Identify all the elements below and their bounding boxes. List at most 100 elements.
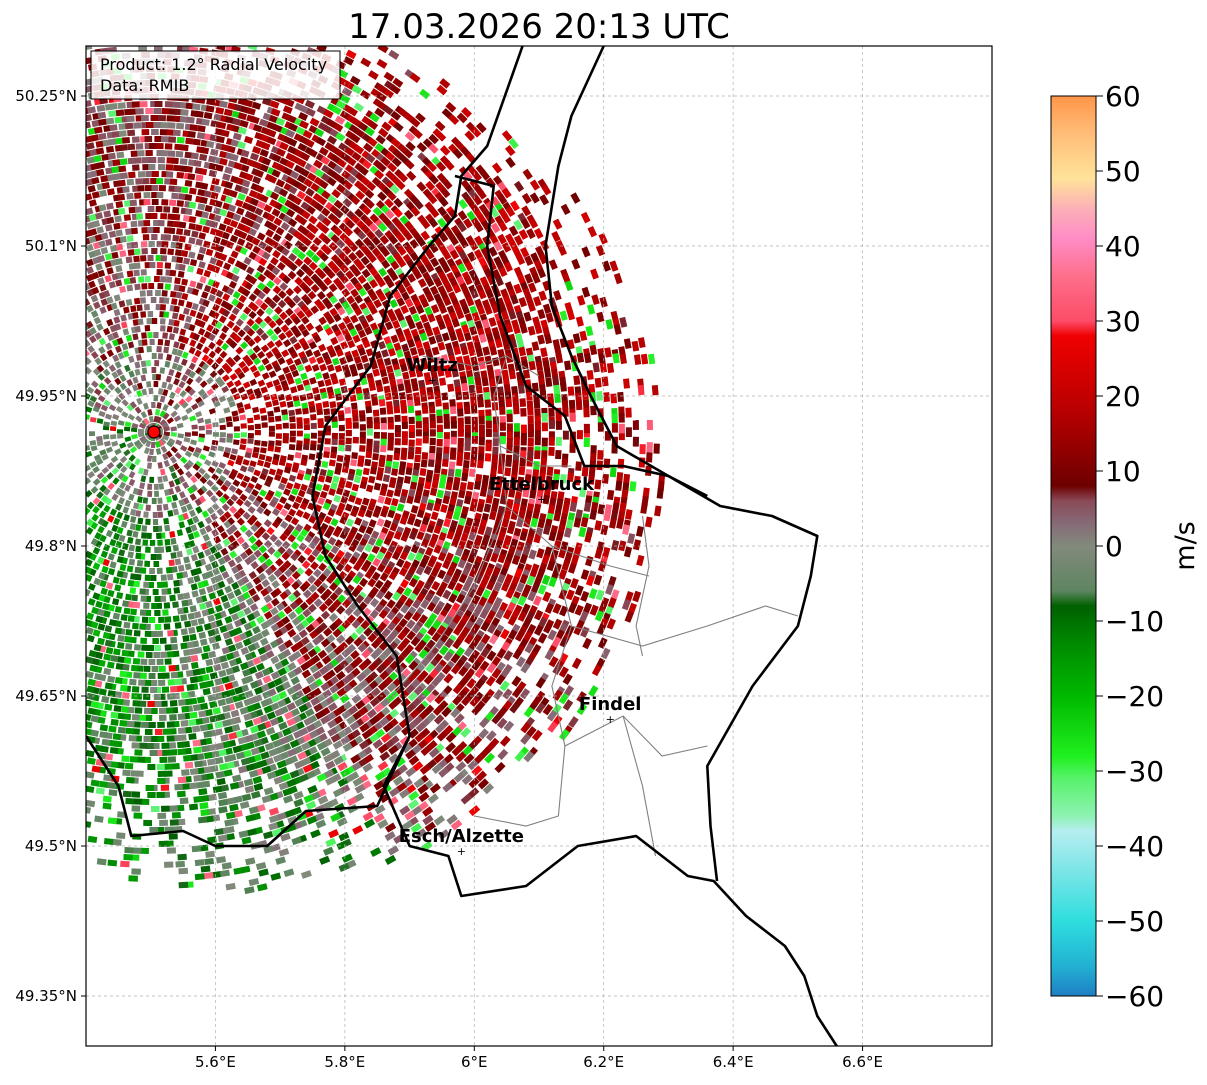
velocity-bin xyxy=(160,136,169,143)
velocity-bin xyxy=(86,215,91,224)
velocity-bin xyxy=(158,483,165,490)
velocity-bin xyxy=(135,545,142,553)
velocity-bin xyxy=(445,481,453,491)
velocity-bin xyxy=(188,187,197,195)
velocity-bin xyxy=(164,283,171,290)
velocity-bin xyxy=(137,318,144,326)
velocity-bin xyxy=(121,649,129,657)
velocity-bin xyxy=(119,235,127,243)
velocity-bin xyxy=(103,440,111,447)
velocity-bin xyxy=(302,608,312,618)
velocity-bin xyxy=(386,610,396,621)
velocity-bin xyxy=(107,188,115,196)
velocity-bin xyxy=(212,707,221,715)
velocity-bin xyxy=(397,284,407,295)
velocity-bin xyxy=(108,138,117,146)
velocity-bin xyxy=(133,255,140,263)
velocity-bin xyxy=(436,415,443,424)
velocity-bin xyxy=(263,594,273,604)
velocity-bin xyxy=(313,598,323,608)
velocity-bin xyxy=(87,400,95,408)
velocity-bin xyxy=(248,293,257,302)
velocity-bin xyxy=(282,214,292,224)
velocity-bin xyxy=(109,434,117,440)
velocity-bin xyxy=(135,415,143,423)
velocity-bin xyxy=(286,401,294,408)
velocity-bin xyxy=(164,178,172,185)
velocity-bin xyxy=(127,341,135,349)
velocity-bin xyxy=(287,611,298,621)
velocity-bin xyxy=(116,271,124,280)
velocity-bin xyxy=(373,445,380,453)
velocity-bin xyxy=(292,294,302,304)
velocity-bin xyxy=(119,158,128,166)
velocity-bin xyxy=(354,517,363,526)
velocity-bin xyxy=(270,240,279,249)
velocity-bin xyxy=(150,177,158,185)
velocity-bin xyxy=(485,420,492,429)
velocity-bin xyxy=(429,421,436,429)
velocity-bin xyxy=(216,367,225,376)
velocity-bin xyxy=(348,242,359,252)
velocity-bin xyxy=(339,264,350,274)
velocity-bin xyxy=(122,699,130,706)
velocity-bin xyxy=(159,410,166,418)
velocity-bin xyxy=(315,324,324,333)
velocity-bin xyxy=(135,552,142,560)
velocity-bin xyxy=(384,321,394,331)
velocity-bin xyxy=(235,346,244,355)
velocity-bin xyxy=(194,559,202,568)
velocity-bin xyxy=(192,463,201,471)
velocity-bin xyxy=(180,691,189,699)
velocity-bin xyxy=(184,620,192,628)
velocity-bin xyxy=(188,362,196,371)
velocity-bin xyxy=(145,546,151,553)
velocity-bin xyxy=(449,399,456,408)
velocity-bin xyxy=(133,122,142,129)
velocity-bin xyxy=(273,326,282,335)
velocity-bin xyxy=(353,355,362,365)
velocity-bin xyxy=(218,475,227,483)
velocity-bin xyxy=(316,553,325,563)
velocity-bin xyxy=(226,320,235,329)
velocity-bin xyxy=(437,341,446,351)
velocity-bin xyxy=(231,266,241,275)
velocity-bin xyxy=(186,459,194,468)
velocity-bin xyxy=(318,179,329,190)
velocity-bin xyxy=(154,408,161,416)
velocity-bin xyxy=(124,460,133,468)
velocity-bin xyxy=(226,421,233,428)
velocity-bin xyxy=(345,219,356,229)
velocity-bin xyxy=(391,391,399,400)
velocity-bin xyxy=(273,406,281,413)
velocity-bin xyxy=(185,526,193,534)
velocity-bin xyxy=(119,563,127,572)
velocity-bin xyxy=(324,644,335,654)
velocity-bin xyxy=(341,364,350,373)
velocity-bin xyxy=(298,216,308,226)
velocity-bin xyxy=(167,693,175,700)
velocity-bin xyxy=(332,628,342,638)
velocity-bin xyxy=(155,448,162,455)
velocity-bin xyxy=(122,328,130,336)
velocity-bin xyxy=(149,476,155,484)
velocity-bin xyxy=(174,622,182,629)
velocity-bin xyxy=(114,677,123,684)
velocity-bin xyxy=(386,407,394,415)
velocity-bin xyxy=(348,252,358,262)
velocity-bin xyxy=(114,361,122,369)
velocity-bin xyxy=(153,275,160,283)
velocity-bin xyxy=(145,504,151,511)
velocity-bin xyxy=(400,532,409,542)
velocity-bin xyxy=(126,235,134,242)
velocity-bin xyxy=(95,458,104,466)
velocity-bin xyxy=(199,218,208,226)
velocity-bin xyxy=(271,399,280,407)
velocity-bin xyxy=(401,437,408,446)
velocity-bin xyxy=(307,290,317,300)
velocity-bin xyxy=(133,615,140,623)
velocity-bin xyxy=(86,386,95,394)
velocity-bin xyxy=(198,467,206,475)
velocity-bin xyxy=(157,219,165,227)
velocity-bin xyxy=(192,739,201,747)
